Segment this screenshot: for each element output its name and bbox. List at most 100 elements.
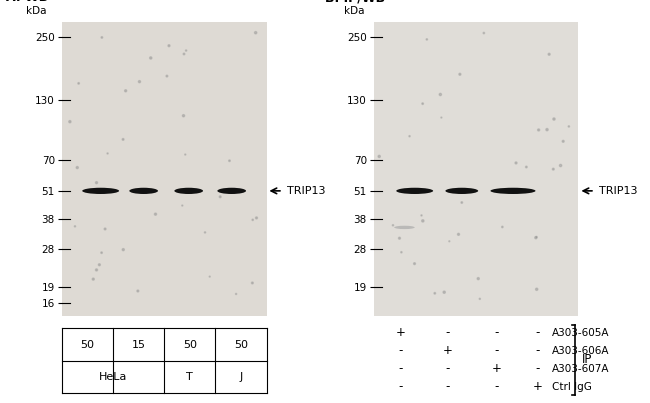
Point xyxy=(250,29,261,36)
Point xyxy=(474,296,485,302)
Point xyxy=(453,231,463,237)
Ellipse shape xyxy=(217,188,246,194)
Point xyxy=(478,30,489,36)
Text: HeLa: HeLa xyxy=(99,372,127,382)
Ellipse shape xyxy=(491,188,536,194)
Point xyxy=(215,193,226,200)
Point xyxy=(248,217,258,223)
Point xyxy=(564,123,574,130)
Text: T: T xyxy=(187,372,193,382)
Point xyxy=(177,202,187,209)
Point xyxy=(404,133,415,139)
Ellipse shape xyxy=(82,188,119,194)
Point xyxy=(542,127,552,133)
Point xyxy=(133,288,143,294)
Text: -: - xyxy=(398,362,402,375)
Text: +: + xyxy=(491,362,502,375)
Point xyxy=(118,136,128,143)
Text: -: - xyxy=(495,380,499,393)
Point xyxy=(548,166,558,172)
Text: 50: 50 xyxy=(183,340,197,349)
Point xyxy=(200,229,210,236)
Point xyxy=(456,199,467,206)
Text: -: - xyxy=(536,344,540,357)
Point xyxy=(544,51,554,58)
Point xyxy=(146,55,156,61)
Ellipse shape xyxy=(129,188,158,194)
Ellipse shape xyxy=(445,188,478,194)
Point xyxy=(118,246,129,253)
Text: +: + xyxy=(443,344,452,357)
Point xyxy=(435,91,445,98)
Text: -: - xyxy=(445,380,450,393)
Point xyxy=(231,291,241,297)
Text: -: - xyxy=(445,326,450,339)
Text: 50: 50 xyxy=(81,340,94,349)
Point xyxy=(555,162,566,169)
Text: -: - xyxy=(536,362,540,375)
Point xyxy=(88,276,98,283)
Point xyxy=(395,235,405,241)
Point xyxy=(65,118,75,125)
Text: 15: 15 xyxy=(131,340,146,349)
Point xyxy=(396,249,407,256)
Point xyxy=(135,79,145,85)
Text: +: + xyxy=(532,380,543,393)
Text: -: - xyxy=(536,326,540,339)
Point xyxy=(534,127,544,133)
Point xyxy=(150,211,161,217)
Text: kDa: kDa xyxy=(26,6,47,16)
Point xyxy=(252,215,262,221)
Point xyxy=(436,114,447,121)
Text: A303-607A: A303-607A xyxy=(552,364,610,374)
Ellipse shape xyxy=(396,188,433,194)
Point xyxy=(162,73,172,79)
Point xyxy=(97,34,107,41)
Point xyxy=(181,47,191,54)
Point xyxy=(374,153,384,160)
Point xyxy=(410,260,420,267)
Text: IP: IP xyxy=(582,353,592,366)
Point xyxy=(511,160,521,166)
Point xyxy=(430,290,440,297)
Text: -: - xyxy=(398,380,402,393)
Point xyxy=(72,164,83,171)
Point xyxy=(388,222,398,229)
Text: +: + xyxy=(395,326,406,339)
Point xyxy=(120,87,131,94)
Point xyxy=(530,235,541,241)
Point xyxy=(178,112,188,119)
Text: A303-605A: A303-605A xyxy=(552,328,610,338)
Point xyxy=(417,218,428,224)
Point xyxy=(179,51,189,57)
Text: 50: 50 xyxy=(234,340,248,349)
Point xyxy=(180,151,190,158)
Point xyxy=(549,116,559,122)
Text: -: - xyxy=(495,326,499,339)
Text: kDa: kDa xyxy=(344,6,365,16)
Point xyxy=(224,158,235,164)
Point xyxy=(100,226,110,232)
Point xyxy=(444,238,454,245)
Text: TRIP13: TRIP13 xyxy=(599,186,638,196)
Text: -: - xyxy=(445,362,450,375)
Point xyxy=(70,223,80,230)
Point xyxy=(416,212,426,219)
Point xyxy=(422,36,432,43)
Ellipse shape xyxy=(394,226,415,229)
Ellipse shape xyxy=(174,188,203,194)
Point xyxy=(94,262,105,268)
Point xyxy=(164,42,174,49)
Text: -: - xyxy=(495,344,499,357)
Point xyxy=(96,249,107,256)
Point xyxy=(103,150,113,157)
Point xyxy=(521,164,532,170)
Text: A. WB: A. WB xyxy=(6,0,49,4)
Point xyxy=(417,100,428,107)
Text: TRIP13: TRIP13 xyxy=(287,186,326,196)
Text: -: - xyxy=(398,344,402,357)
Point xyxy=(91,179,101,186)
Point xyxy=(73,80,84,87)
Point xyxy=(91,267,101,273)
Point xyxy=(205,273,215,280)
